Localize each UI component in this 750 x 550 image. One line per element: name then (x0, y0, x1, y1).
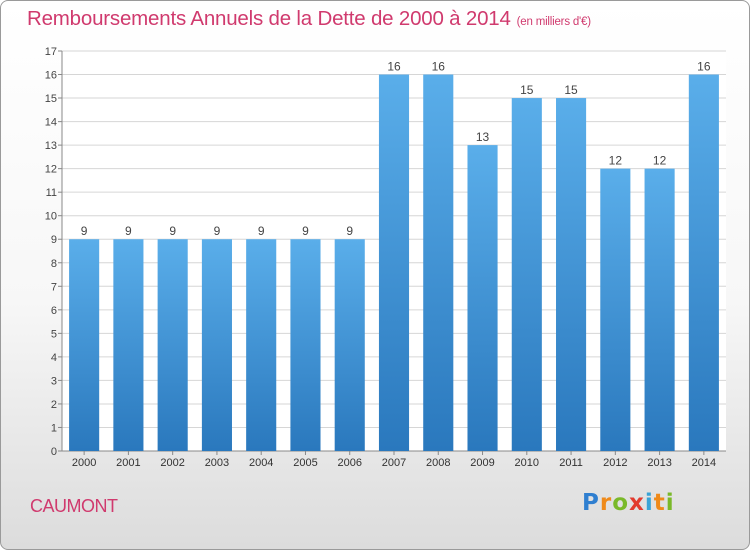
x-tick-label: 2013 (647, 457, 671, 469)
data-label: 12 (609, 154, 623, 168)
bar (644, 168, 675, 451)
x-tick-label: 2008 (426, 457, 450, 469)
data-label: 12 (653, 154, 667, 168)
y-tick-label: 9 (51, 234, 57, 246)
data-label: 9 (346, 224, 353, 238)
data-label: 13 (476, 130, 490, 144)
data-label: 9 (258, 224, 265, 238)
bar (201, 239, 232, 451)
chart-unit: (en milliers d'€) (516, 16, 591, 28)
data-label: 16 (387, 60, 401, 74)
bar (423, 74, 454, 451)
x-tick-label: 2007 (382, 457, 406, 469)
logo-letter: t (653, 490, 666, 516)
logo-letter: i (665, 490, 675, 516)
x-tick-label: 2004 (249, 457, 273, 469)
data-label: 15 (564, 83, 578, 97)
y-tick-label: 0 (51, 446, 57, 458)
data-label: 9 (214, 224, 221, 238)
bar (157, 239, 188, 451)
bar (511, 98, 542, 451)
y-tick-label: 17 (45, 46, 57, 58)
x-tick-label: 2009 (470, 457, 494, 469)
x-tick-label: 2014 (692, 457, 716, 469)
chart-title-text: Remboursements Annuels de la Dette de 20… (27, 7, 511, 30)
logo-letter: r (599, 490, 613, 516)
x-tick-label: 2012 (603, 457, 627, 469)
logo-letter: x (629, 490, 645, 516)
bar (600, 168, 631, 451)
bar (334, 239, 365, 451)
bar (688, 74, 719, 451)
data-label: 16 (697, 60, 711, 74)
chart-title: Remboursements Annuels de la Dette de 20… (27, 7, 591, 31)
data-label: 9 (125, 224, 132, 238)
logo-letter: P (582, 490, 600, 516)
y-tick-label: 3 (51, 375, 57, 387)
x-tick-label: 2003 (205, 457, 229, 469)
y-tick-label: 11 (46, 187, 57, 199)
city-name: CAUMONT (30, 496, 118, 516)
bar (246, 239, 277, 451)
bar (113, 239, 144, 451)
y-tick-label: 8 (51, 258, 57, 270)
x-tick-label: 2006 (337, 457, 361, 469)
y-tick-label: 4 (51, 352, 57, 364)
logo-letter: i (644, 490, 654, 516)
y-tick-label: 14 (45, 117, 57, 129)
data-label: 9 (81, 224, 88, 238)
y-tick-label: 13 (45, 140, 57, 152)
y-tick-label: 7 (51, 281, 57, 293)
y-tick-label: 5 (51, 328, 57, 340)
y-tick-label: 6 (51, 305, 57, 317)
y-tick-label: 2 (51, 399, 57, 411)
proxiti-logo: Proxiti (582, 490, 675, 516)
x-tick-label: 2000 (72, 457, 96, 469)
x-tick-label: 2002 (160, 457, 184, 469)
y-tick-label: 16 (45, 70, 57, 82)
x-tick-label: 2005 (293, 457, 317, 469)
bar (467, 145, 498, 451)
y-tick-label: 12 (45, 164, 57, 176)
logo-letter: o (612, 490, 630, 516)
x-tick-label: 2001 (116, 457, 140, 469)
bar (290, 239, 321, 451)
data-label: 9 (302, 224, 309, 238)
data-label: 15 (520, 83, 534, 97)
data-label: 16 (432, 60, 446, 74)
bar (556, 98, 587, 451)
bar (69, 239, 100, 451)
x-tick-label: 2010 (515, 457, 539, 469)
y-tick-label: 15 (45, 93, 57, 105)
y-tick-label: 10 (45, 211, 57, 223)
y-tick-label: 1 (51, 422, 57, 434)
x-tick-label: 2011 (559, 457, 583, 469)
data-label: 9 (169, 224, 176, 238)
bar (378, 74, 410, 451)
